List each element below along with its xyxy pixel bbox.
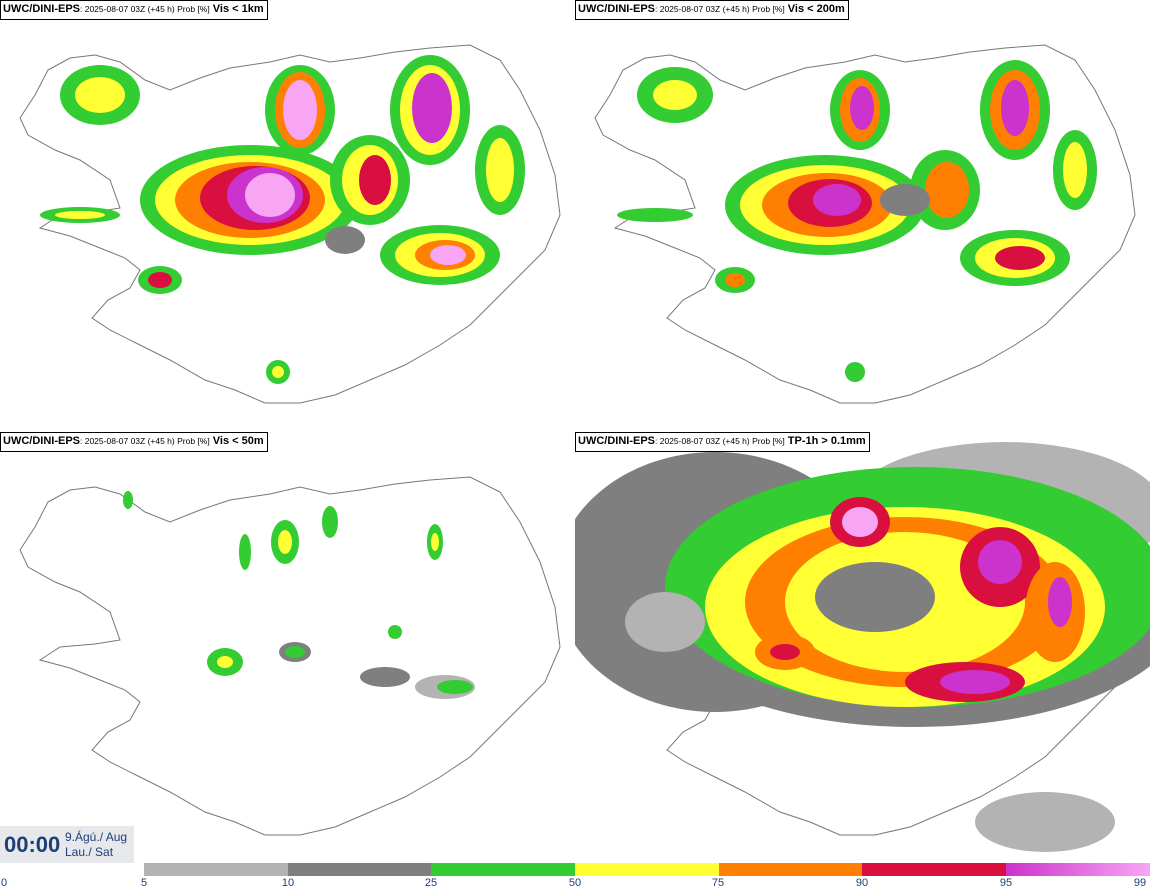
map-panel-vis-1km: UWC/DINI-EPS: 2025-08-07 03Z (+45 h) Pro… [0, 0, 575, 430]
colorbar-tick-75: 75 [711, 877, 725, 889]
map-panel-tp-1h: UWC/DINI-EPS: 2025-08-07 03Z (+45 h) Pro… [575, 432, 1150, 862]
panel-title: UWC/DINI-EPS: 2025-08-07 03Z (+45 h) Pro… [575, 0, 849, 20]
colorbar-segment-50-75 [575, 863, 719, 876]
probability-shading [575, 442, 1150, 852]
colorbar-tick-0: 0 [0, 877, 8, 889]
probability-shading [40, 55, 525, 384]
probability-shading [617, 60, 1097, 382]
probability-shading [123, 491, 475, 699]
valid-weekday: Lau./ Sat [65, 845, 114, 859]
colorbar-segment-95-99 [1006, 863, 1150, 876]
colorbar-segment-75-90 [718, 863, 863, 876]
panel-title: UWC/DINI-EPS: 2025-08-07 03Z (+45 h) Pro… [0, 0, 268, 20]
panel-title: UWC/DINI-EPS: 2025-08-07 03Z (+45 h) Pro… [0, 432, 268, 452]
colorbar-tick-10: 10 [281, 877, 295, 889]
colorbar-segment-5-10 [144, 863, 288, 876]
run-info: : 2025-08-07 03Z (+45 h) Prob [%] [80, 4, 210, 14]
colorbar-tick-90: 90 [855, 877, 869, 889]
colorbar-tick-25: 25 [424, 877, 438, 889]
run-info: : 2025-08-07 03Z (+45 h) Prob [%] [655, 436, 785, 446]
colorbar-segment-25-50 [431, 863, 576, 876]
valid-time: 00:00 [4, 832, 61, 857]
map-panel-vis-200m: UWC/DINI-EPS: 2025-08-07 03Z (+45 h) Pro… [575, 0, 1150, 430]
colorbar-tick-99: 99 [1133, 877, 1147, 889]
run-info: : 2025-08-07 03Z (+45 h) Prob [%] [655, 4, 785, 14]
map-vis-1km [19, 44, 561, 404]
colorbar-tick-95: 95 [999, 877, 1013, 889]
field-name: Vis < 50m [212, 435, 264, 447]
colorbar-segment-10-25 [287, 863, 432, 876]
model-name: UWC/DINI-EPS [578, 3, 655, 15]
model-name: UWC/DINI-EPS [578, 435, 655, 447]
model-name: UWC/DINI-EPS [3, 3, 80, 15]
colorbar-tick-5: 5 [140, 877, 148, 889]
map-tp-1h [575, 442, 1150, 852]
colorbar-segment-90-95 [862, 863, 1007, 876]
valid-time-box: 00:00 9.Ágú./ Aug Lau./ Sat [0, 826, 134, 863]
field-name: Vis < 1km [212, 3, 264, 15]
run-info: : 2025-08-07 03Z (+45 h) Prob [%] [80, 436, 210, 446]
probability-colorbar [144, 863, 1150, 876]
map-vis-50m [19, 476, 561, 836]
map-vis-200m [594, 44, 1136, 404]
model-name: UWC/DINI-EPS [3, 435, 80, 447]
map-panel-vis-50m: UWC/DINI-EPS: 2025-08-07 03Z (+45 h) Pro… [0, 432, 575, 862]
valid-date: 9.Ágú./ Aug [65, 830, 128, 844]
field-name: TP-1h > 0.1mm [787, 435, 866, 447]
colorbar-tick-50: 50 [568, 877, 582, 889]
field-name: Vis < 200m [787, 3, 845, 15]
panel-title: UWC/DINI-EPS: 2025-08-07 03Z (+45 h) Pro… [575, 432, 870, 452]
